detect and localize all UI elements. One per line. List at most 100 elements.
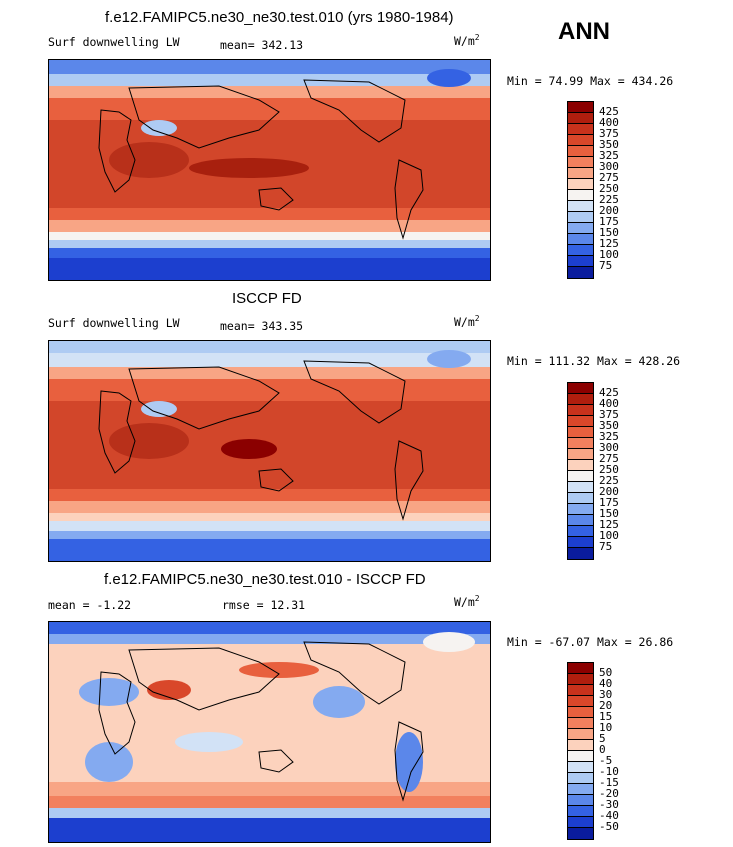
season-label: ANN bbox=[558, 18, 610, 45]
colorbar-tick-label: 175 bbox=[599, 496, 619, 509]
colorbar-tick-label: 20 bbox=[599, 699, 613, 712]
colorbar-swatch bbox=[568, 482, 593, 493]
colorbar-swatch bbox=[568, 179, 593, 190]
colorbar-tick-label: -40 bbox=[599, 809, 619, 822]
panel-3-map bbox=[48, 621, 491, 843]
colorbar-swatch bbox=[568, 493, 593, 504]
colorbar-tick-label: -5 bbox=[599, 754, 613, 767]
colorbar-swatch bbox=[568, 460, 593, 471]
panel-3-title: f.e12.FAMIPC5.ne30_ne30.test.010 - ISCCP… bbox=[104, 571, 426, 588]
colorbar-tick-label: 125 bbox=[599, 518, 619, 531]
panel-2-title: ISCCP FD bbox=[232, 290, 302, 307]
panel-2-minmax: Min = 111.32 Max = 428.26 bbox=[507, 354, 681, 368]
panel-2-mean-label: mean= 343.35 bbox=[220, 319, 304, 333]
panel-3-colorbar-boxes bbox=[568, 663, 593, 839]
colorbar-tick-label: -15 bbox=[599, 776, 619, 789]
colorbar-tick-label: 400 bbox=[599, 397, 619, 410]
colorbar-tick-label: -20 bbox=[599, 787, 619, 800]
colorbar-tick-label: 425 bbox=[599, 105, 619, 118]
colorbar-tick-label: 175 bbox=[599, 215, 619, 228]
colorbar-tick-label: 425 bbox=[599, 386, 619, 399]
colorbar-swatch bbox=[568, 201, 593, 212]
colorbar-swatch bbox=[568, 685, 593, 696]
colorbar-swatch bbox=[568, 751, 593, 762]
colorbar-tick-label: 75 bbox=[599, 259, 613, 272]
colorbar-swatch bbox=[568, 762, 593, 773]
colorbar-swatch bbox=[568, 674, 593, 685]
colorbar-tick-label: 100 bbox=[599, 248, 619, 261]
colorbar-swatch bbox=[568, 135, 593, 146]
colorbar-swatch bbox=[568, 449, 593, 460]
colorbar-swatch bbox=[568, 663, 593, 674]
panel-3-units: W/m2 bbox=[454, 594, 480, 609]
colorbar-tick-label: 275 bbox=[599, 452, 619, 465]
panel-1-mean-label: mean= 342.13 bbox=[220, 38, 304, 52]
panel-1-map-field bbox=[49, 60, 490, 280]
colorbar-tick-label: 300 bbox=[599, 441, 619, 454]
colorbar-swatch bbox=[568, 383, 593, 394]
panel-2-map bbox=[48, 340, 491, 562]
panel-1-minmax: Min = 74.99 Max = 434.26 bbox=[507, 74, 674, 88]
panel-3-mean-label: mean = -1.22 bbox=[48, 598, 132, 612]
colorbar-swatch bbox=[568, 696, 593, 707]
colorbar-tick-label: 10 bbox=[599, 721, 613, 734]
panel-2-map-field bbox=[49, 341, 490, 561]
colorbar-swatch bbox=[568, 168, 593, 179]
colorbar-tick-label: 100 bbox=[599, 529, 619, 542]
panel-3-minmax: Min = -67.07 Max = 26.86 bbox=[507, 635, 674, 649]
colorbar-swatch bbox=[568, 102, 593, 113]
colorbar-swatch bbox=[568, 223, 593, 234]
colorbar-swatch bbox=[568, 526, 593, 537]
colorbar-swatch bbox=[568, 795, 593, 806]
colorbar-tick-label: 225 bbox=[599, 193, 619, 206]
panel-3-rmse-label: rmse = 12.31 bbox=[222, 598, 306, 612]
colorbar-swatch bbox=[568, 471, 593, 482]
colorbar-tick-label: 125 bbox=[599, 237, 619, 250]
colorbar-tick-label: 350 bbox=[599, 419, 619, 432]
colorbar-swatch bbox=[568, 124, 593, 135]
colorbar-swatch bbox=[568, 773, 593, 784]
panel-3-colorbar bbox=[567, 662, 594, 840]
panel-2-colorbar-boxes bbox=[568, 383, 593, 559]
colorbar-swatch bbox=[568, 784, 593, 795]
colorbar-swatch bbox=[568, 438, 593, 449]
panel-3-map-field bbox=[49, 622, 490, 842]
colorbar-swatch bbox=[568, 828, 593, 839]
colorbar-tick-label: 225 bbox=[599, 474, 619, 487]
panel-2-variable-label: Surf downwelling LW bbox=[48, 316, 180, 330]
colorbar-tick-label: 375 bbox=[599, 127, 619, 140]
colorbar-swatch bbox=[568, 256, 593, 267]
colorbar-tick-label: 50 bbox=[599, 666, 613, 679]
colorbar-tick-label: 5 bbox=[599, 732, 606, 745]
colorbar-tick-label: 250 bbox=[599, 182, 619, 195]
colorbar-swatch bbox=[568, 718, 593, 729]
panel-1-colorbar-boxes bbox=[568, 102, 593, 278]
colorbar-tick-label: 325 bbox=[599, 149, 619, 162]
colorbar-swatch bbox=[568, 515, 593, 526]
colorbar-swatch bbox=[568, 394, 593, 405]
panel-2-colorbar bbox=[567, 382, 594, 560]
panel-1-variable-label: Surf downwelling LW bbox=[48, 35, 180, 49]
colorbar-swatch bbox=[568, 245, 593, 256]
colorbar-swatch bbox=[568, 113, 593, 124]
colorbar-tick-label: -50 bbox=[599, 820, 619, 833]
panel-1-colorbar bbox=[567, 101, 594, 279]
panel-1-units: W/m2 bbox=[454, 33, 480, 48]
colorbar-tick-label: 40 bbox=[599, 677, 613, 690]
colorbar-swatch bbox=[568, 212, 593, 223]
colorbar-tick-label: 400 bbox=[599, 116, 619, 129]
colorbar-swatch bbox=[568, 537, 593, 548]
colorbar-swatch bbox=[568, 548, 593, 559]
colorbar-tick-label: 250 bbox=[599, 463, 619, 476]
colorbar-swatch bbox=[568, 427, 593, 438]
colorbar-swatch bbox=[568, 740, 593, 751]
colorbar-tick-label: 150 bbox=[599, 226, 619, 239]
panel-1-map bbox=[48, 59, 491, 281]
colorbar-tick-label: 150 bbox=[599, 507, 619, 520]
colorbar-swatch bbox=[568, 146, 593, 157]
colorbar-tick-label: 0 bbox=[599, 743, 606, 756]
colorbar-swatch bbox=[568, 405, 593, 416]
colorbar-swatch bbox=[568, 806, 593, 817]
colorbar-swatch bbox=[568, 190, 593, 201]
panel-2-units: W/m2 bbox=[454, 314, 480, 329]
